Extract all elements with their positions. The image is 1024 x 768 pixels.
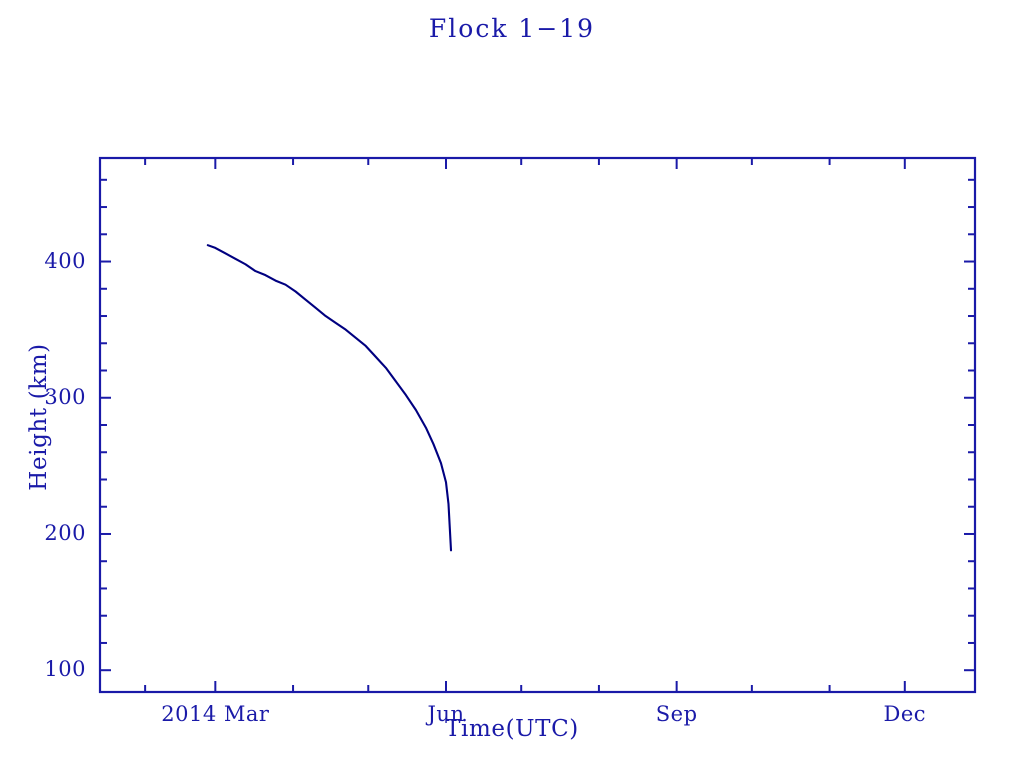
x-tick-label: 2014 Mar [161,702,270,726]
y-tick-label: 200 [44,520,86,545]
chart-title: Flock 1−19 [428,14,596,43]
y-tick-label: 300 [44,384,86,409]
data-series-line [206,244,453,552]
tick-marks [100,158,975,692]
axis-frame [98,156,977,694]
x-axis-label: Time(UTC) [445,716,579,742]
x-tick-label: Sep [655,702,698,726]
x-tick-label: Dec [883,702,927,726]
y-axis-label: Height (km) [26,343,52,491]
y-tick-label: 100 [44,657,86,682]
x-tick-label: Jun [427,702,465,726]
y-tick-label: 400 [44,248,86,273]
